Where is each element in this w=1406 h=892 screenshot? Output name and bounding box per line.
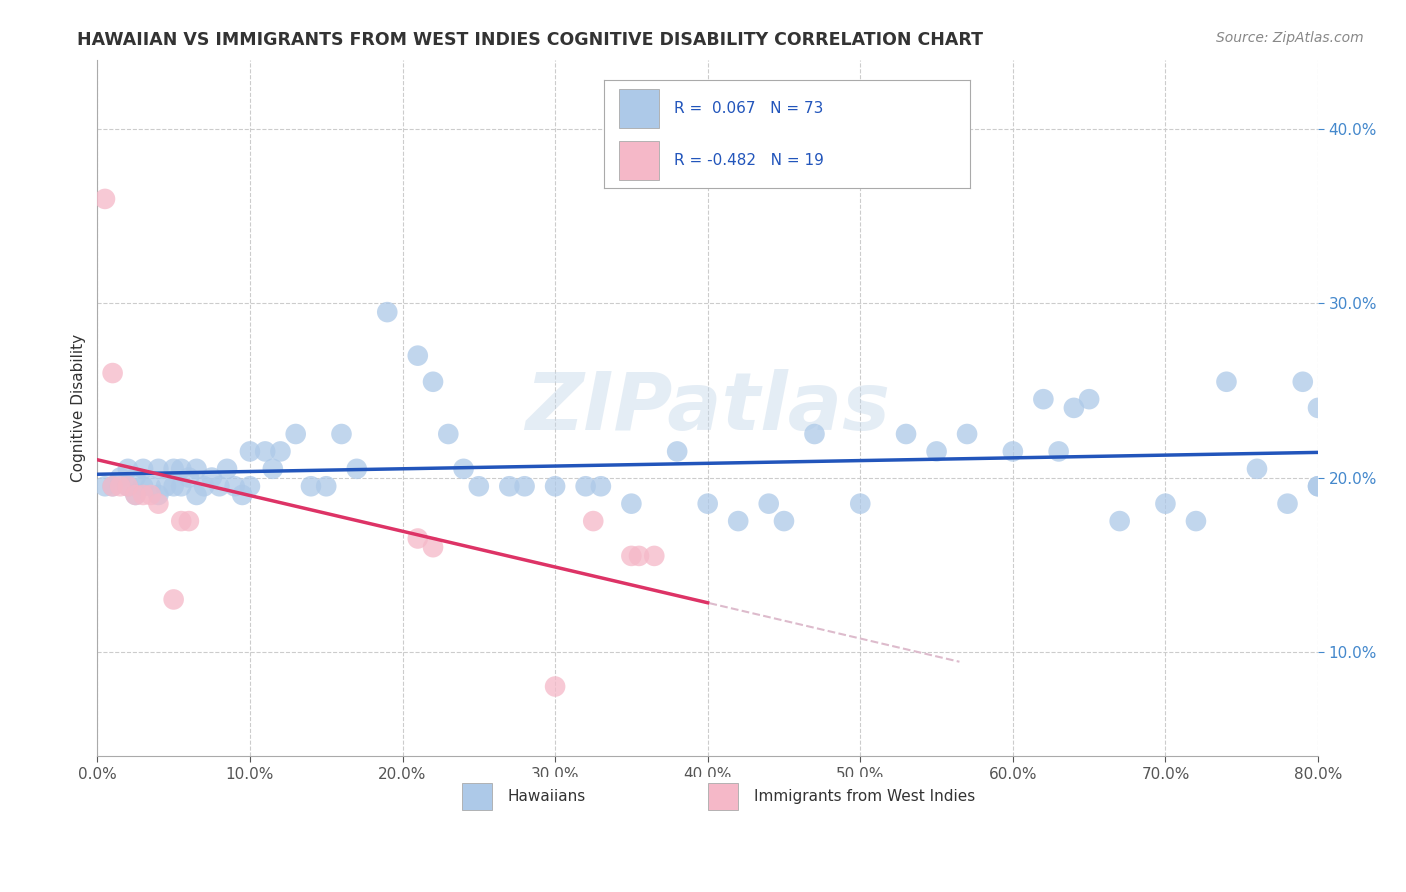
Point [330, 427, 353, 442]
Point [406, 532, 429, 546]
Point [849, 497, 872, 511]
Point [803, 427, 825, 442]
Point [94, 192, 117, 206]
Point [894, 427, 917, 442]
Point [262, 462, 284, 476]
Point [163, 592, 186, 607]
Point [620, 497, 643, 511]
Point [589, 479, 612, 493]
Point [110, 470, 132, 484]
Point [139, 488, 162, 502]
Point [406, 349, 429, 363]
Text: ZIPatlas: ZIPatlas [526, 369, 890, 447]
Point [544, 680, 567, 694]
Point [1154, 497, 1177, 511]
Point [177, 514, 200, 528]
Text: HAWAIIAN VS IMMIGRANTS FROM WEST INDIES COGNITIVE DISABILITY CORRELATION CHART: HAWAIIAN VS IMMIGRANTS FROM WEST INDIES … [77, 31, 983, 49]
Point [139, 479, 162, 493]
Point [177, 470, 200, 484]
Point [132, 462, 155, 476]
Point [758, 497, 780, 511]
Point [148, 488, 170, 502]
Point [1215, 375, 1237, 389]
Point [193, 479, 215, 493]
Point [1277, 497, 1299, 511]
Point [422, 375, 444, 389]
Point [468, 479, 491, 493]
Point [544, 479, 567, 493]
Point [254, 444, 277, 458]
Point [453, 462, 475, 476]
Point [186, 462, 208, 476]
Point [315, 479, 337, 493]
Point [170, 479, 193, 493]
Point [437, 427, 460, 442]
Point [575, 479, 598, 493]
Point [163, 479, 186, 493]
Point [1063, 401, 1085, 415]
Point [132, 488, 155, 502]
Point [1047, 444, 1070, 458]
Point [727, 514, 749, 528]
Point [498, 479, 520, 493]
Point [1078, 392, 1101, 407]
Point [186, 488, 208, 502]
Point [1306, 401, 1329, 415]
Point [117, 479, 139, 493]
Point [1292, 375, 1315, 389]
Point [925, 444, 948, 458]
Point [643, 549, 665, 563]
Point [1246, 462, 1268, 476]
Point [124, 488, 146, 502]
Point [696, 497, 718, 511]
Point [1306, 479, 1329, 493]
Point [101, 366, 124, 380]
Point [170, 514, 193, 528]
Point [620, 549, 643, 563]
Point [231, 488, 253, 502]
Point [582, 514, 605, 528]
Point [215, 462, 238, 476]
Point [208, 479, 231, 493]
Point [117, 462, 139, 476]
Point [666, 444, 689, 458]
Point [201, 470, 224, 484]
Point [117, 479, 139, 493]
Point [124, 470, 146, 484]
Point [513, 479, 536, 493]
Point [101, 479, 124, 493]
Point [956, 427, 979, 442]
Point [132, 479, 155, 493]
Point [148, 462, 170, 476]
Text: Source: ZipAtlas.com: Source: ZipAtlas.com [1216, 31, 1364, 45]
Point [110, 479, 132, 493]
Point [239, 444, 262, 458]
Point [773, 514, 796, 528]
Point [1001, 444, 1024, 458]
Point [422, 540, 444, 554]
Point [148, 497, 170, 511]
Point [124, 488, 146, 502]
Point [170, 462, 193, 476]
Y-axis label: Cognitive Disability: Cognitive Disability [72, 334, 86, 482]
Point [346, 462, 368, 476]
Point [299, 479, 322, 493]
Point [284, 427, 307, 442]
Point [101, 479, 124, 493]
Point [627, 549, 650, 563]
Point [94, 479, 117, 493]
Point [269, 444, 291, 458]
Point [239, 479, 262, 493]
Point [1032, 392, 1054, 407]
Point [155, 479, 177, 493]
Point [163, 462, 186, 476]
Point [375, 305, 398, 319]
Point [224, 479, 246, 493]
Point [1306, 479, 1329, 493]
Point [1185, 514, 1208, 528]
Point [1108, 514, 1130, 528]
